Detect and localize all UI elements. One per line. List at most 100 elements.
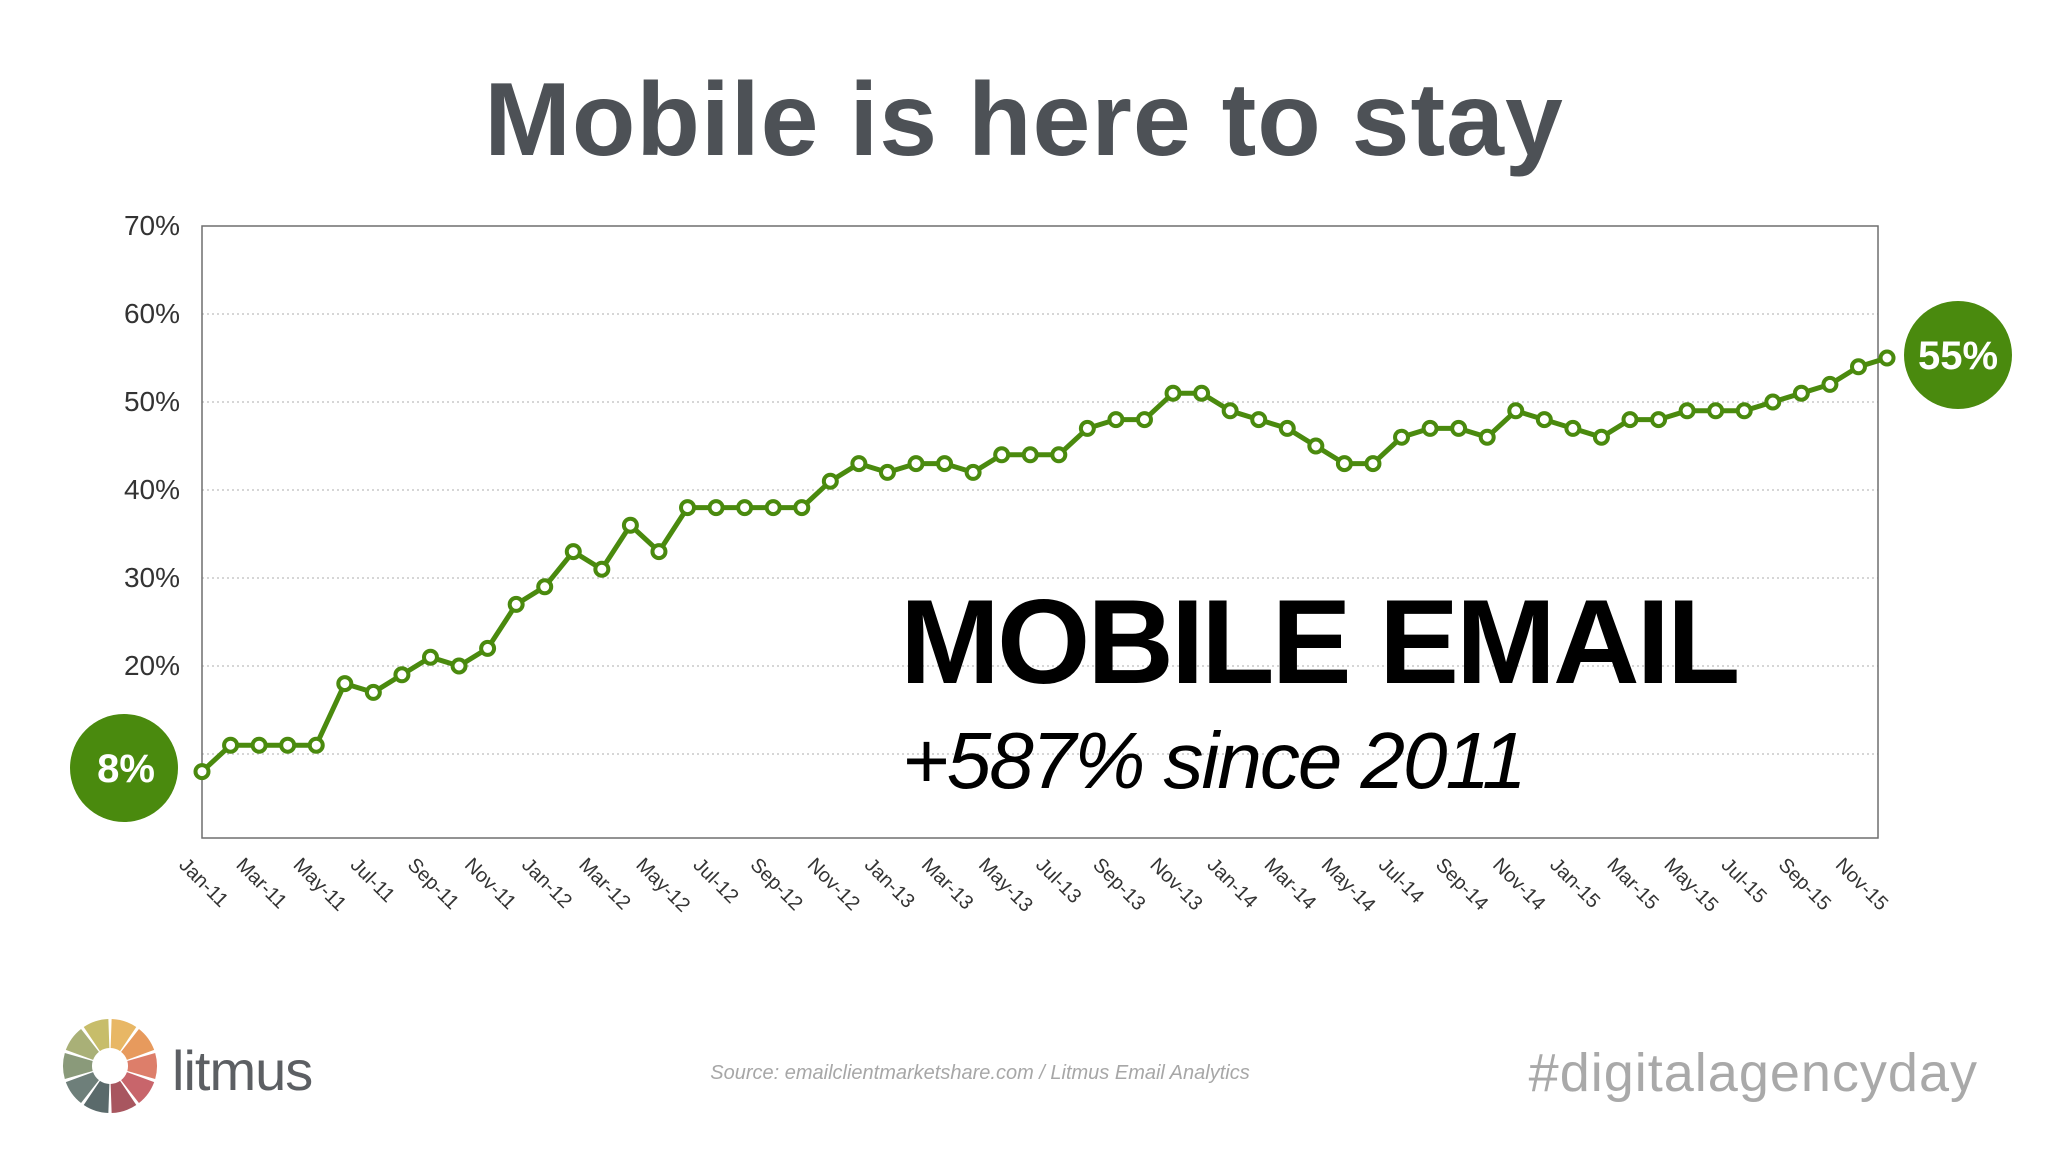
data-point (1364, 455, 1382, 473)
x-tick-label: Jan-14 (1203, 854, 1262, 913)
grid-lines (202, 313, 1878, 755)
data-point (564, 543, 582, 561)
data-point (1193, 384, 1211, 402)
data-point (1335, 455, 1353, 473)
logo-segment (65, 1028, 99, 1060)
y-tick-label: 60% (124, 298, 180, 329)
x-tick-label: Nov-12 (803, 854, 864, 915)
data-point (393, 666, 411, 684)
logo-segment (121, 1028, 155, 1060)
data-point (621, 516, 639, 534)
data-point (1792, 384, 1810, 402)
data-point (1535, 411, 1553, 429)
logo-segment (83, 1019, 110, 1052)
annotation-headline: MOBILE EMAIL (900, 575, 1737, 709)
logo-segment (65, 1072, 99, 1104)
data-point (1107, 411, 1125, 429)
end-value-badge: 55% (1904, 301, 2012, 409)
x-tick-label: Mar-15 (1602, 854, 1662, 914)
data-point (1164, 384, 1182, 402)
x-tick-label: Jul-15 (1717, 854, 1771, 908)
x-tick-label: Nov-11 (460, 854, 520, 914)
data-point (850, 455, 868, 473)
data-point (936, 455, 954, 473)
data-point (1078, 419, 1096, 437)
x-tick-label: May-11 (289, 854, 351, 916)
data-point (1764, 393, 1782, 411)
data-point (1278, 419, 1296, 437)
data-point (1650, 411, 1668, 429)
logo-wordmark: litmus (172, 1039, 313, 1102)
x-tick-label: Jan-13 (860, 854, 919, 913)
x-tick-label: May-13 (974, 854, 1037, 917)
data-point (279, 736, 297, 754)
x-tick-label: Jan-11 (174, 854, 232, 912)
data-point (307, 736, 325, 754)
annotation-subline: +587% since 2011 (902, 716, 1525, 805)
data-point (222, 736, 240, 754)
data-point (707, 499, 725, 517)
end-badge-circle (1904, 301, 2012, 409)
data-point (1450, 419, 1468, 437)
data-point (421, 648, 439, 666)
data-point (907, 455, 925, 473)
data-point (1821, 375, 1839, 393)
x-tick-label: Jul-13 (1031, 854, 1085, 908)
x-tick-label: Nov-14 (1488, 854, 1549, 915)
x-tick-label: Mar-11 (232, 854, 291, 913)
data-point (1849, 358, 1867, 376)
x-tick-label: Mar-14 (1260, 854, 1320, 914)
litmus-logo (60, 1016, 160, 1116)
data-point (993, 446, 1011, 464)
data-points (193, 349, 1896, 781)
data-point (250, 736, 268, 754)
data-point (650, 543, 668, 561)
x-tick-label: Jul-12 (689, 854, 743, 908)
data-point (1135, 411, 1153, 429)
y-tick-label: 30% (124, 562, 180, 593)
x-tick-label: Nov-13 (1146, 854, 1207, 915)
y-tick-label: 70% (124, 210, 180, 241)
logo-segment (110, 1019, 137, 1052)
data-point (1393, 428, 1411, 446)
logo-segment (127, 1053, 157, 1079)
x-tick-label: Mar-12 (574, 854, 634, 914)
x-tick-label: Mar-13 (917, 854, 977, 914)
end-badge-label: 55% (1918, 334, 1998, 378)
data-point (821, 472, 839, 490)
y-axis-labels: 70% 60% 50% 40% 30% 20% (124, 210, 180, 681)
x-tick-label: Jan-15 (1545, 854, 1604, 913)
data-point (1478, 428, 1496, 446)
data-point (1050, 446, 1068, 464)
x-tick-label: Sep-13 (1088, 854, 1149, 915)
x-tick-label: May-14 (1317, 854, 1380, 917)
event-hashtag: #digitalagencyday (1528, 1043, 1978, 1103)
x-tick-label: May-15 (1660, 854, 1723, 917)
logo-segment (63, 1053, 93, 1079)
litmus-logo-icon (63, 1019, 157, 1113)
slide-title: Mobile is here to stay (484, 62, 1564, 178)
data-point (1678, 402, 1696, 420)
x-tick-label: Nov-15 (1831, 854, 1892, 915)
data-point (450, 657, 468, 675)
data-point (479, 639, 497, 657)
start-badge-label: 8% (97, 747, 155, 791)
data-point (193, 763, 211, 781)
y-tick-label: 20% (124, 650, 180, 681)
x-tick-label: Sep-11 (403, 854, 463, 914)
data-point (1878, 349, 1896, 367)
plot-frame (201, 225, 1879, 839)
data-point (878, 463, 896, 481)
data-point (1250, 411, 1268, 429)
data-point (1707, 402, 1725, 420)
data-point (336, 675, 354, 693)
x-tick-label: Sep-14 (1431, 854, 1492, 915)
data-point (1421, 419, 1439, 437)
data-point (593, 560, 611, 578)
start-value-badge: 8% (70, 714, 178, 822)
data-point (793, 499, 811, 517)
data-point (1507, 402, 1525, 420)
x-tick-label: Jul-14 (1374, 854, 1428, 908)
